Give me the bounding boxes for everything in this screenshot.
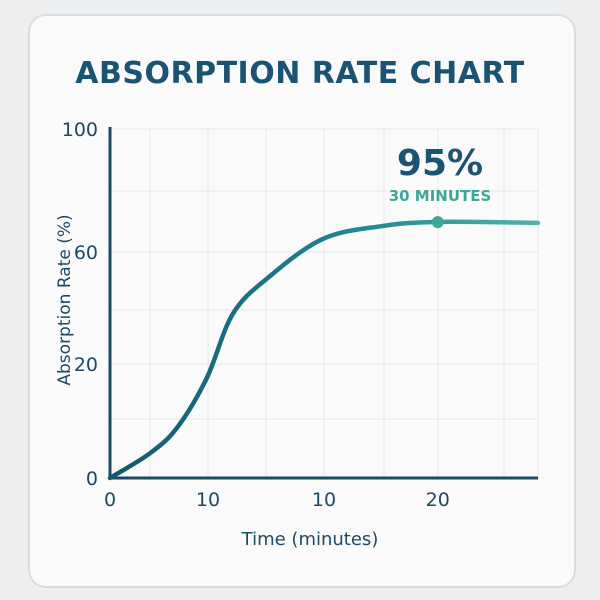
annotation-subtitle: 30 MINUTES — [389, 187, 492, 205]
annotation-value: 95% — [397, 143, 483, 184]
x-tick-label: 10 — [196, 489, 220, 511]
y-axis-label: Absorption Rate (%) — [55, 214, 75, 385]
y-tick-label: 20 — [74, 354, 98, 376]
series-line — [107, 219, 541, 481]
x-tick-label: 20 — [426, 489, 450, 511]
x-tick-label: 0 — [104, 489, 116, 511]
y-tick-label: 100 — [62, 119, 98, 141]
x-axis-label: Time (minutes) — [241, 529, 379, 550]
data-point-marker — [431, 216, 444, 229]
y-tick-label: 0 — [86, 468, 98, 490]
y-tick-label: 60 — [74, 242, 98, 264]
x-tick-label: 10 — [312, 489, 336, 511]
chart-title: ABSORPTION RATE CHART — [75, 56, 525, 91]
chart-card — [28, 14, 576, 588]
